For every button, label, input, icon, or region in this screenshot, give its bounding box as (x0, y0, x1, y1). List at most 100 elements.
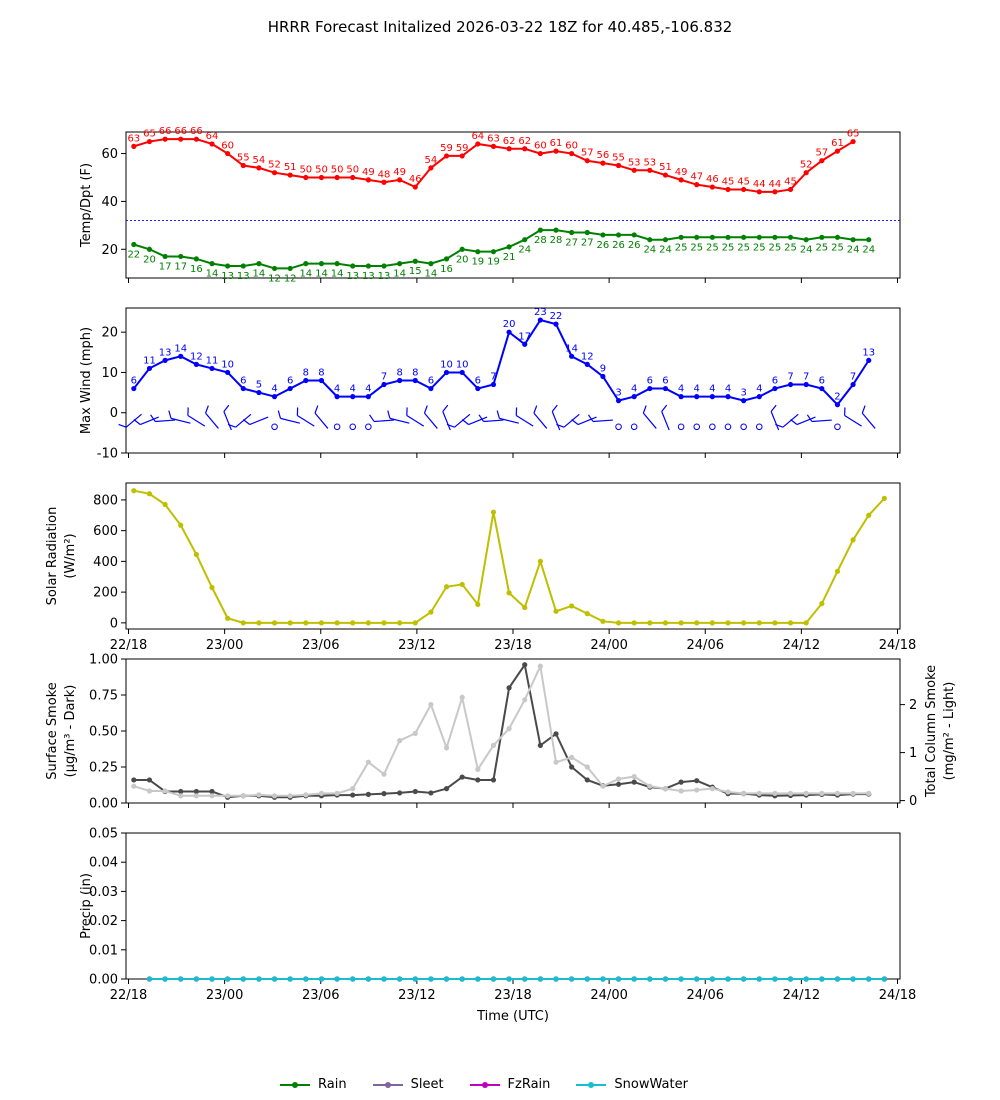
x-tick-label: 23/06 (302, 638, 339, 653)
data-point-max-wind (162, 357, 168, 363)
data-point-temperature (537, 150, 543, 157)
panel-2: 22/18 23/00 23/06 23/12 23/18 24/00 24/06 24/12… (45, 482, 916, 653)
data-point-dewpoint (866, 237, 872, 243)
data-point-snowwater (881, 976, 887, 982)
wind-barb-flag (369, 414, 375, 422)
data-point-solar-radiation (428, 609, 434, 615)
data-point-total-column-smoke (709, 786, 715, 792)
data-point-solar-radiation (287, 620, 293, 626)
data-label-dewpoint: 20 (456, 254, 469, 265)
data-point-solar-radiation (506, 590, 512, 596)
data-point-surface-smoke (209, 788, 215, 795)
data-point-surface-smoke (522, 662, 528, 668)
data-point-dewpoint (756, 234, 762, 240)
data-point-snowwater (240, 976, 246, 982)
data-point-temperature (709, 184, 715, 190)
data-point-dewpoint (600, 232, 606, 238)
wind-barb-staff (125, 413, 142, 428)
data-point-dewpoint (490, 249, 497, 255)
data-point-solar-radiation (834, 568, 841, 574)
data-label-temperature: 55 (612, 153, 625, 164)
x-tick-label: 24/12 (783, 988, 820, 1003)
data-point-total-column-smoke (318, 790, 325, 797)
data-point-surface-smoke (193, 788, 199, 795)
wind-barb-flag (168, 410, 172, 419)
legend-item-fzrain: FzRain (469, 1077, 550, 1092)
data-label-dewpoint: 14 (315, 269, 328, 280)
data-point-max-wind (553, 321, 559, 327)
wind-barb-staff (454, 413, 471, 428)
data-label-dewpoint: 25 (722, 242, 735, 253)
data-point-total-column-smoke (193, 793, 199, 799)
data-point-solar-radiation (741, 620, 747, 626)
data-point-surface-smoke (428, 790, 434, 796)
y-tick-label: 0.05 (89, 827, 118, 842)
data-point-surface-smoke (694, 778, 700, 784)
data-point-dewpoint (741, 234, 747, 240)
data-point-temperature (772, 189, 778, 195)
data-point-snowwater (803, 976, 809, 982)
data-point-temperature (131, 143, 137, 149)
data-point-solar-radiation (303, 620, 309, 626)
data-point-max-wind (381, 381, 387, 388)
data-label-max-wind: 10 (221, 359, 234, 370)
data-point-max-wind (318, 377, 325, 384)
data-point-surface-smoke (569, 764, 575, 770)
data-point-dewpoint (459, 246, 465, 252)
data-label-dewpoint: 25 (815, 242, 828, 253)
data-label-dewpoint: 12 (284, 273, 297, 284)
data-point-total-column-smoke (569, 754, 575, 761)
data-point-max-wind (146, 365, 153, 372)
data-point-total-column-smoke (146, 788, 153, 794)
data-point-dewpoint (819, 234, 825, 240)
data-point-temperature (694, 182, 700, 188)
data-point-total-column-smoke (459, 694, 465, 701)
wind-barb (770, 404, 780, 431)
data-point-temperature (584, 158, 590, 164)
data-point-solar-radiation (584, 611, 590, 617)
x-tick-label: 24/06 (687, 638, 724, 653)
data-label-temperature: 66 (159, 126, 172, 137)
data-label-dewpoint: 24 (518, 245, 531, 256)
wind-barb (533, 405, 548, 429)
data-point-surface-smoke (631, 779, 637, 785)
data-label-dewpoint: 13 (362, 271, 375, 282)
data-point-snowwater (162, 976, 168, 982)
data-label-dewpoint: 24 (643, 245, 656, 256)
data-point-dewpoint (287, 265, 293, 272)
data-label-max-wind: 6 (772, 376, 778, 387)
wind-barb-staff (844, 414, 862, 427)
data-point-total-column-smoke (662, 786, 669, 792)
data-label-max-wind: 4 (694, 384, 700, 395)
data-point-dewpoint (647, 237, 653, 243)
wind-barb-flag (118, 423, 127, 428)
data-point-max-wind (819, 385, 825, 392)
data-point-temperature (662, 172, 669, 178)
wind-barb (314, 405, 329, 429)
data-point-solar-radiation (662, 620, 669, 626)
data-point-solar-radiation (678, 620, 684, 626)
data-point-temperature (381, 179, 387, 185)
data-point-solar-radiation (725, 620, 731, 626)
wind-barb-staff (515, 414, 534, 427)
data-label-max-wind: 13 (159, 347, 172, 358)
data-label-dewpoint: 24 (862, 245, 875, 256)
wind-barb (296, 407, 315, 427)
data-point-snowwater (209, 976, 215, 982)
data-point-solar-radiation (225, 615, 231, 621)
data-point-snowwater (287, 976, 293, 982)
data-point-snowwater (397, 976, 403, 982)
data-point-solar-radiation (553, 608, 559, 614)
data-point-total-column-smoke (741, 790, 747, 797)
x-tick-label: 24/12 (783, 638, 820, 653)
y-tick-label: 400 (93, 555, 118, 570)
data-point-snowwater (584, 976, 590, 982)
data-point-dewpoint (772, 234, 778, 240)
data-point-max-wind (647, 385, 653, 392)
data-label-dewpoint: 24 (847, 245, 860, 256)
data-point-dewpoint (615, 232, 622, 238)
y-right-tick-label: 0 (909, 794, 917, 809)
wind-barb (387, 410, 410, 424)
data-point-total-column-smoke (725, 789, 731, 795)
data-point-total-column-smoke (553, 759, 559, 765)
